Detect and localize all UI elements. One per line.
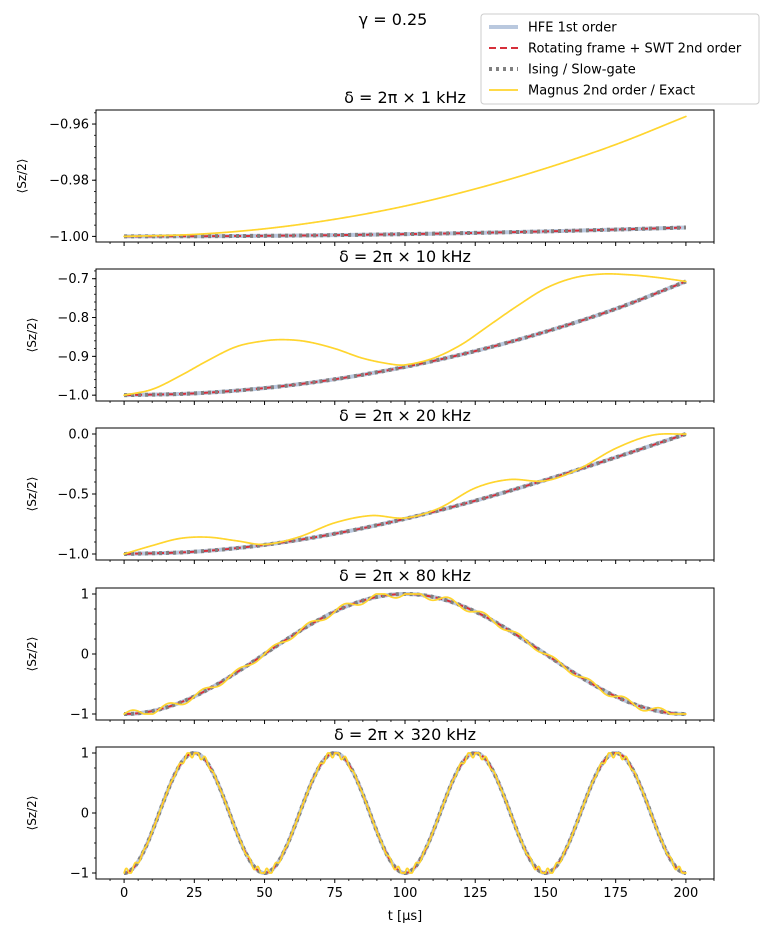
y-axis-label: ⟨Sz/2⟩ <box>25 477 39 512</box>
subplot-1: δ = 2π × 1 kHz −1.00 −0.98 −0.96 ⟨Sz/2⟩ <box>15 88 715 246</box>
y-tick-label: −0.8 <box>57 311 89 326</box>
y-tick-label: 1 <box>81 747 89 762</box>
series-group <box>122 115 688 239</box>
series-group <box>122 273 688 398</box>
x-tick-label: 50 <box>256 886 273 901</box>
y-tick-label: −1.0 <box>57 389 89 404</box>
series-line-hfe-1st-order <box>122 432 688 556</box>
series-line-hfe-1st-order <box>122 592 688 716</box>
series-line-magnus-2nd-order-exact <box>123 433 687 555</box>
series-group <box>122 432 688 556</box>
x-axis-label: t [μs] <box>388 909 422 924</box>
series-line-ising-slow-gate <box>122 279 688 398</box>
y-tick-label: −1 <box>70 867 89 882</box>
axes-frame <box>95 427 715 561</box>
y-tick-label: −1.0 <box>57 548 89 563</box>
y-axis-label: ⟨Sz/2⟩ <box>25 318 39 353</box>
series-line-magnus-2nd-order-exact <box>123 273 687 397</box>
y-tick-label: −1 <box>70 708 89 723</box>
subplot-title: δ = 2π × 20 kHz <box>339 406 471 425</box>
legend-box <box>480 13 760 105</box>
axes-frame <box>95 109 715 243</box>
x-tick-label: 25 <box>186 886 203 901</box>
series-line-ising-slow-gate <box>122 432 688 556</box>
series-line-rotating-frame-swt-2nd-order <box>123 433 687 555</box>
y-tick-label: −0.7 <box>57 272 89 287</box>
x-tick-label: 200 <box>673 886 698 901</box>
series-group <box>122 592 688 716</box>
series-line-rotating-frame-swt-2nd-order <box>123 280 687 397</box>
y-tick-label: 0 <box>81 648 89 663</box>
subplot-2: δ = 2π × 10 kHz −1.0 −0.9 −0.8 −0.7 ⟨Sz/2⟩ <box>25 247 715 405</box>
legend-label: HFE 1st order <box>528 21 617 36</box>
y-tick-label: −0.5 <box>57 488 89 503</box>
x-tick-label: 125 <box>463 886 488 901</box>
subplot-3: δ = 2π × 20 kHz −1.0 −0.5 0.0 ⟨Sz/2⟩ <box>25 406 715 564</box>
y-tick-label: −0.96 <box>49 118 89 133</box>
subplot-title: δ = 2π × 80 kHz <box>339 566 471 585</box>
subplot-title: δ = 2π × 10 kHz <box>339 247 471 266</box>
figure-suptitle: γ = 0.25 <box>359 10 428 29</box>
x-tick-label: 0 <box>120 886 128 901</box>
series-line-hfe-1st-order <box>122 279 688 398</box>
series-line-ising-slow-gate <box>122 751 688 875</box>
y-tick-label: 0.0 <box>68 428 89 443</box>
series-line-ising-slow-gate <box>122 225 688 239</box>
subplot-stack: δ = 2π × 1 kHz−1.00−0.98−0.96⟨Sz/2⟩δ = 2… <box>15 88 715 924</box>
legend-label: Rotating frame + SWT 2nd order <box>528 42 742 57</box>
series-line-magnus-2nd-order-exact <box>123 593 687 715</box>
x-tick-label: 175 <box>603 886 628 901</box>
series-line-rotating-frame-swt-2nd-order <box>123 593 687 715</box>
axes-frame <box>95 268 715 402</box>
series-line-hfe-1st-order <box>122 751 688 875</box>
y-axis-label: ⟨Sz/2⟩ <box>25 637 39 672</box>
y-tick-label: −1.00 <box>49 230 89 245</box>
axes-frame <box>95 746 715 880</box>
y-axis-label: ⟨Sz/2⟩ <box>15 159 29 194</box>
x-tick-label: 75 <box>326 886 343 901</box>
series-group <box>122 751 688 875</box>
y-tick-label: 1 <box>81 588 89 603</box>
y-tick-label: −0.98 <box>49 174 89 189</box>
series-line-ising-slow-gate <box>122 592 688 716</box>
subplot-4: δ = 2π × 80 kHz −1 0 1 ⟨Sz/2⟩ <box>25 566 715 724</box>
series-line-rotating-frame-swt-2nd-order <box>123 752 687 874</box>
series-line-magnus-2nd-order-exact <box>123 115 687 238</box>
y-axis-label: ⟨Sz/2⟩ <box>25 796 39 831</box>
legend-label: Ising / Slow-gate <box>528 63 636 78</box>
legend-label: Magnus 2nd order / Exact <box>528 84 695 99</box>
series-line-magnus-2nd-order-exact <box>123 752 687 874</box>
x-tick-label: 100 <box>393 886 418 901</box>
x-tick-label: 150 <box>533 886 558 901</box>
subplot-5: δ = 2π × 320 kHz −1 0 1 0 25 50 75 100 125 150 175 2… <box>25 725 715 924</box>
y-tick-label: 0 <box>81 807 89 822</box>
y-tick-label: −0.9 <box>57 350 89 365</box>
subplot-title: δ = 2π × 1 kHz <box>344 88 466 107</box>
legend: HFE 1st order Rotating frame + SWT 2nd or… <box>480 13 760 105</box>
subplot-title: δ = 2π × 320 kHz <box>334 725 476 744</box>
